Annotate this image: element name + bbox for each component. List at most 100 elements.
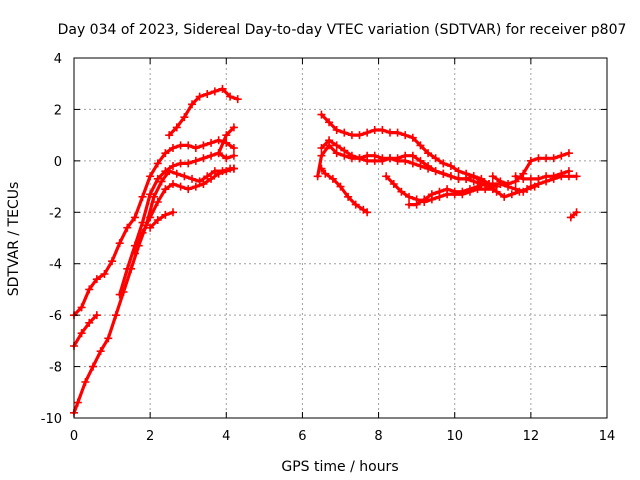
data-point [435,192,444,201]
data-point [572,172,581,181]
y-tick-label: -2 [49,206,62,221]
data-point [534,154,543,163]
data-point [355,154,364,163]
data-point [488,172,497,181]
series-sat-e [70,311,101,350]
y-tick-label: -8 [49,361,62,376]
data-point [340,128,349,137]
data-point [199,154,208,163]
data-point [176,141,185,150]
data-point [427,195,436,204]
data-point [172,123,181,132]
y-tick-label: -4 [49,258,62,273]
data-point [564,167,573,176]
data-point [203,90,212,98]
data-point [439,159,448,168]
data-point [153,159,162,168]
data-point [412,195,421,204]
data-point [534,174,543,183]
data-point [100,270,109,278]
data-point [347,154,356,163]
data-point [519,187,528,196]
data-point [549,154,558,163]
series-line [148,210,175,230]
data-point [446,162,455,170]
data-point [454,167,463,176]
data-point [172,169,181,178]
data-point [439,169,448,178]
data-point [401,151,410,160]
x-tick-label: 4 [222,429,230,444]
data-point [161,149,170,158]
data-point [458,190,467,199]
x-tick-label: 8 [374,429,382,444]
data-point [153,216,162,224]
y-tick-label: 0 [54,155,62,170]
data-point [526,156,535,165]
data-point [496,177,505,186]
data-point [229,123,238,132]
data-point [207,174,216,183]
data-point [557,169,566,178]
data-point [226,92,235,101]
data-point [416,156,425,165]
data-point [393,128,402,137]
plot-frame [73,57,608,419]
data-point [416,141,425,150]
data-series [70,84,581,417]
series-line [569,210,579,219]
x-tick-label: 0 [70,429,78,444]
data-point [191,144,200,152]
axis-ticks: 0 2 4 6 8 10 12 14 -10 -8 -6 -4 -2 0 2 4 [41,52,616,444]
data-point [572,208,581,217]
data-point [146,223,155,232]
data-point [188,100,197,109]
data-point [557,151,566,160]
series-sat-q [566,208,581,222]
data-point [180,113,189,122]
data-point [325,141,334,150]
data-point [355,131,364,140]
data-point [469,177,478,186]
data-point [332,126,341,134]
data-point [431,154,440,163]
data-point [153,198,162,206]
series-sat-b [165,84,242,140]
data-point [321,169,330,178]
data-point [77,303,86,312]
data-point [96,347,105,356]
data-point [184,141,193,150]
x-axis-label: GPS time / hours [281,459,398,475]
data-point [385,128,394,137]
data-point [446,172,455,181]
data-point [526,182,535,191]
data-point [542,154,551,163]
data-point [382,172,391,181]
data-point [161,185,170,194]
data-point [405,200,414,209]
data-point [507,190,516,199]
data-point [104,334,113,343]
data-point [317,164,326,173]
data-point [165,131,174,140]
data-point [229,151,238,160]
series-sat-l [317,164,372,217]
data-point [168,180,177,188]
data-point [138,192,147,201]
series-sat-n [382,172,497,206]
data-point [195,92,204,101]
data-point [85,285,94,294]
series-line [133,167,236,255]
data-point [424,162,433,170]
data-point [443,190,452,199]
series-line [118,151,236,297]
data-point [336,182,345,191]
data-point [85,318,94,327]
series-sat-p [511,167,573,183]
data-point [363,128,372,137]
data-point [207,151,216,160]
data-point [92,311,101,320]
data-point [488,185,497,194]
x-tick-label: 12 [523,429,540,444]
